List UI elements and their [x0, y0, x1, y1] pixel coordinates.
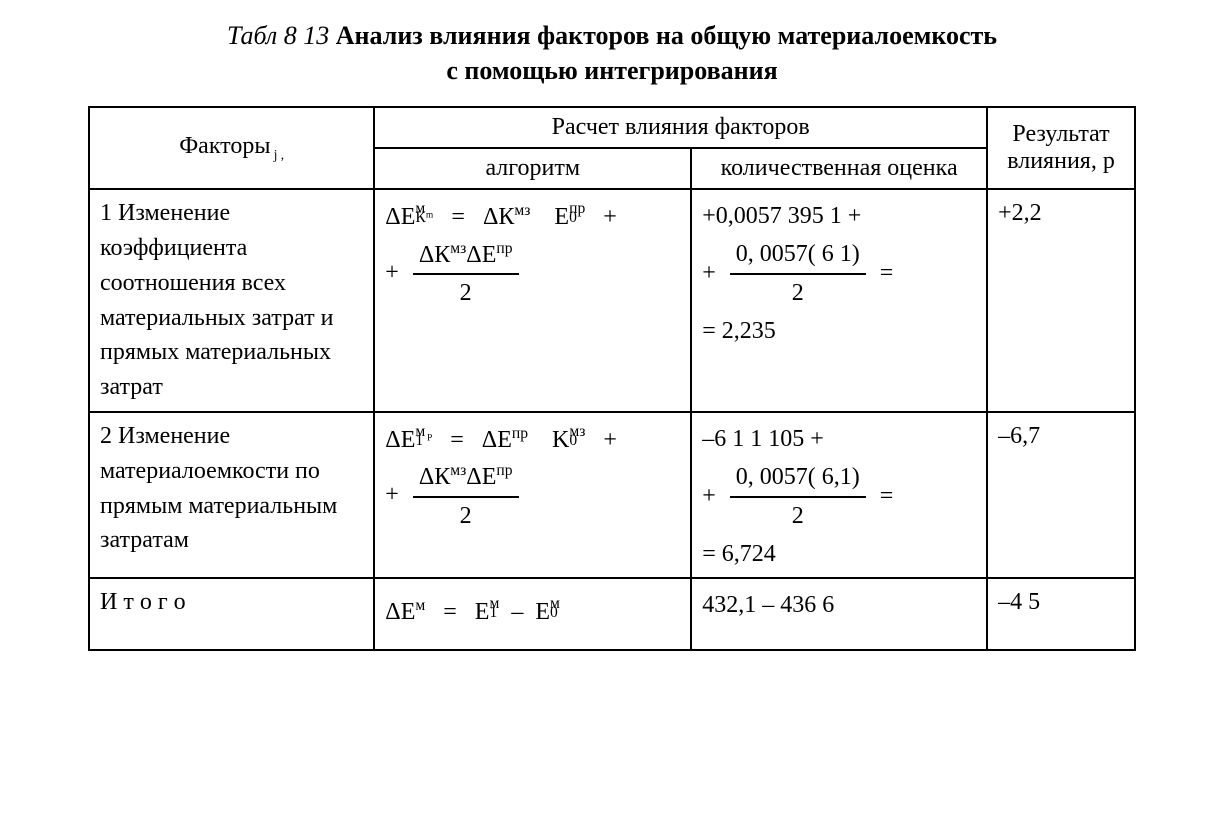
- total-label-cell: И т о г о: [89, 578, 374, 649]
- sub: 0: [550, 607, 560, 619]
- caption-line2: с помощью интегрирования: [446, 56, 777, 85]
- result-cell: +2,2: [987, 189, 1135, 412]
- den: 2: [413, 498, 519, 532]
- result-cell: –6,7: [987, 412, 1135, 578]
- table-row-total: И т о г о ΔEм = Eм1 – Eм0 432,1 – 436 6 …: [89, 578, 1135, 649]
- sup: м: [415, 597, 425, 614]
- sym: E: [535, 599, 550, 625]
- total-result-cell: –4 5: [987, 578, 1135, 649]
- num: 0, 0057( 6,1): [730, 461, 866, 499]
- calc-cell: +0,0057 395 1 + + 0, 0057( 6 1) 2 = = 2,…: [691, 189, 987, 412]
- sym: ΔE: [385, 427, 415, 453]
- den: 2: [730, 498, 866, 534]
- sym: ΔE: [466, 242, 496, 268]
- sup: мз: [450, 462, 466, 479]
- sym: ΔК: [419, 464, 450, 490]
- caption-label: Табл 8 13: [227, 21, 329, 50]
- sym: K: [552, 427, 569, 453]
- sym: ΔК: [483, 204, 514, 230]
- sym: ΔE: [466, 464, 496, 490]
- col-calc-group: Расчет влияния факторов: [374, 107, 987, 148]
- analysis-table: Факторы ј , Расчет влияния факторов Резу…: [88, 106, 1136, 651]
- caption-line1: Анализ влияния факторов на общую материа…: [336, 21, 997, 50]
- calc-line: +0,0057 395 1 +: [702, 200, 976, 234]
- total-algorithm-cell: ΔEм = Eм1 – Eм0: [374, 578, 691, 649]
- sym: ΔE: [385, 204, 415, 230]
- factor-cell: 1 Изменение коэффициента соотношения все…: [89, 189, 374, 412]
- sym: E: [475, 599, 490, 625]
- sup: мз: [450, 240, 466, 257]
- calc-cell: –6 1 1 105 + + 0, 0057( 6,1) 2 = = 6,724: [691, 412, 987, 578]
- sup: пр: [496, 462, 512, 479]
- table-row: 1 Изменение коэффициента соотношения все…: [89, 189, 1135, 412]
- calc-line: = 2,235: [702, 315, 976, 349]
- eq: =: [880, 483, 894, 509]
- sub: 0: [569, 212, 585, 224]
- page: Табл 8 13 Анализ влияния факторов на общ…: [0, 0, 1224, 651]
- header-row-1: Факторы ј , Расчет влияния факторов Резу…: [89, 107, 1135, 148]
- col-result: Результат влияния, р: [987, 107, 1135, 189]
- sym: ΔE: [482, 427, 512, 453]
- col-factors: Факторы ј ,: [89, 107, 374, 189]
- eq: =: [880, 260, 894, 286]
- algorithm-cell: ΔEм1 ᴾ = ΔEпр Kмз0 + + ΔКмзΔEпр: [374, 412, 691, 578]
- calc-line: –6 1 1 105 +: [702, 423, 976, 457]
- col-algorithm: алгоритм: [374, 148, 691, 189]
- table-caption: Табл 8 13 Анализ влияния факторов на общ…: [88, 18, 1136, 88]
- sym: E: [554, 204, 569, 230]
- sub: 0: [569, 435, 585, 447]
- sup: мз: [514, 202, 530, 219]
- algorithm-cell: ΔEмКᵐ = ΔКмз Eпр0 + + ΔКмзΔEпр: [374, 189, 691, 412]
- factor-cell: 2 Изменение материалоемкости по прямым м…: [89, 412, 374, 578]
- col-factors-label: Факторы: [179, 133, 270, 159]
- sym: ΔК: [419, 242, 450, 268]
- sup: пр: [512, 425, 528, 442]
- num: 0, 0057( 6 1): [730, 238, 866, 276]
- den: 2: [730, 275, 866, 311]
- col-quant: количественная оценка: [691, 148, 987, 189]
- sub: 1: [489, 607, 499, 619]
- den: 2: [413, 275, 519, 309]
- sym: ΔE: [385, 599, 415, 625]
- sub: 1 ᴾ: [415, 435, 432, 447]
- calc-line: = 6,724: [702, 538, 976, 572]
- sub: Кᵐ: [415, 212, 433, 224]
- table-row: 2 Изменение материалоемкости по прямым м…: [89, 412, 1135, 578]
- total-calc-cell: 432,1 – 436 6: [691, 578, 987, 649]
- sup: пр: [496, 240, 512, 257]
